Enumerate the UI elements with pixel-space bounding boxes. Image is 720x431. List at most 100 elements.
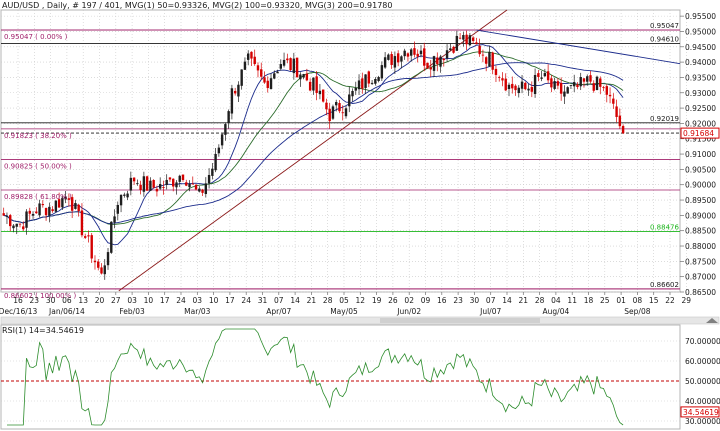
x-tick-label: 09 <box>421 296 431 305</box>
month-label: Mar/03 <box>184 307 210 316</box>
candlesticks <box>2 30 625 280</box>
candle-body <box>530 87 534 92</box>
rsi-tick-label: 50.00000 <box>685 377 720 386</box>
price-levels <box>1 29 680 290</box>
price-axis: 0.95500 0.95000 0.94500 0.94000 0.93500 0.930… <box>680 12 716 297</box>
rsi-header: RSI(1) 14=34.54619 <box>2 326 84 335</box>
candle-body <box>573 82 576 87</box>
candle-body <box>504 78 507 91</box>
current-price-tag: 0.91684 <box>680 127 720 139</box>
candle-body <box>168 177 172 180</box>
candle-body <box>338 102 341 112</box>
candle-body <box>129 177 133 191</box>
candle-body <box>403 50 406 57</box>
candle-body <box>224 124 227 135</box>
candle-body <box>67 198 71 200</box>
candle-body <box>396 53 400 63</box>
candle-body <box>84 236 87 238</box>
candle-body <box>582 78 586 82</box>
scrollbar-thumb[interactable] <box>380 318 540 323</box>
candle-body <box>44 208 48 216</box>
candle-body <box>220 134 224 146</box>
candle-body <box>576 84 579 88</box>
candle-body <box>48 206 51 216</box>
y-tick-label: 0.90500 <box>685 165 716 174</box>
candle-body <box>484 57 488 64</box>
y-tick-label: 0.90000 <box>685 181 716 190</box>
candle-body <box>383 57 387 68</box>
candle-body <box>256 65 260 71</box>
candle-body <box>132 177 136 182</box>
mvg200-line <box>3 62 624 224</box>
candle-body <box>321 89 325 102</box>
x-tick-label: 24 <box>241 296 251 305</box>
candle-body <box>119 194 123 206</box>
candle-body <box>103 265 106 275</box>
candle-body <box>276 71 279 74</box>
candle-body <box>295 57 299 78</box>
candle-body <box>559 82 563 94</box>
x-tick-label: 18 <box>584 296 594 305</box>
x-tick-label: 23 <box>453 296 463 305</box>
candle-body <box>191 183 194 185</box>
candle-body <box>413 48 416 55</box>
candle-body <box>442 58 445 61</box>
candle-body <box>354 87 357 91</box>
candle-body <box>233 90 237 94</box>
fibonacci-label: 0.86602 ( 100.00% ) <box>4 292 76 300</box>
rsi-tick-label: 60.00000 <box>685 357 720 366</box>
x-tick-label: 01 <box>616 296 626 305</box>
candle-body <box>471 37 475 41</box>
candle-body <box>501 78 504 81</box>
candle-body <box>181 174 185 180</box>
candle-body <box>142 176 146 192</box>
candle-body <box>602 87 605 89</box>
candle-body <box>64 196 67 200</box>
candle-body <box>546 71 550 81</box>
candle-body <box>494 68 498 75</box>
candle-body <box>331 106 335 119</box>
candle-body <box>563 91 566 97</box>
candle-body <box>429 67 432 70</box>
month-label: Jan/06/14 <box>48 307 85 316</box>
candle-body <box>57 199 61 208</box>
candle-body <box>172 178 175 187</box>
scroll-arrow-icon[interactable] <box>706 318 718 323</box>
candle-body <box>351 90 354 97</box>
y-tick-label: 0.87000 <box>685 273 716 282</box>
candle-body <box>569 85 573 86</box>
candle-body <box>22 226 25 230</box>
candle-body <box>273 73 276 79</box>
candle-body <box>592 83 595 91</box>
x-tick-label: 07 <box>486 296 496 305</box>
candle-body <box>462 35 465 40</box>
month-label: Dec/16/13 <box>0 307 38 316</box>
y-tick-label: 0.95500 <box>685 12 716 21</box>
candle-body <box>2 213 5 216</box>
y-tick-label: 0.93000 <box>685 89 716 98</box>
candle-body <box>269 78 273 89</box>
trendlines <box>118 9 681 292</box>
rsi-value-tag: 34.54619 <box>680 406 720 418</box>
scrollbar[interactable] <box>0 316 720 325</box>
candle-body <box>524 82 527 90</box>
candle-body <box>31 213 35 216</box>
fibonacci-label: 0.91823 ( 38.20% ) <box>4 132 72 140</box>
candle-body <box>263 77 266 83</box>
x-tick-label: 15 <box>649 296 659 305</box>
candle-body <box>113 216 116 223</box>
candle-body <box>250 51 253 59</box>
candle-body <box>520 81 524 89</box>
candle-body <box>185 182 188 186</box>
candle-body <box>553 81 556 89</box>
rsi-axis: 70.00000 60.00000 50.00000 40.00000 30.00000 <box>685 337 720 426</box>
candle-body <box>426 62 429 69</box>
month-label: Aug/04 <box>543 307 570 316</box>
x-tick-label: 24 <box>176 296 186 305</box>
candle-body <box>491 52 494 70</box>
rsi-tick-label: 30.00000 <box>685 417 720 426</box>
candle-body <box>579 77 582 87</box>
candle-body <box>481 54 485 56</box>
x-tick-label: 12 <box>356 296 366 305</box>
y-tick-label: 0.91500 <box>685 135 716 144</box>
